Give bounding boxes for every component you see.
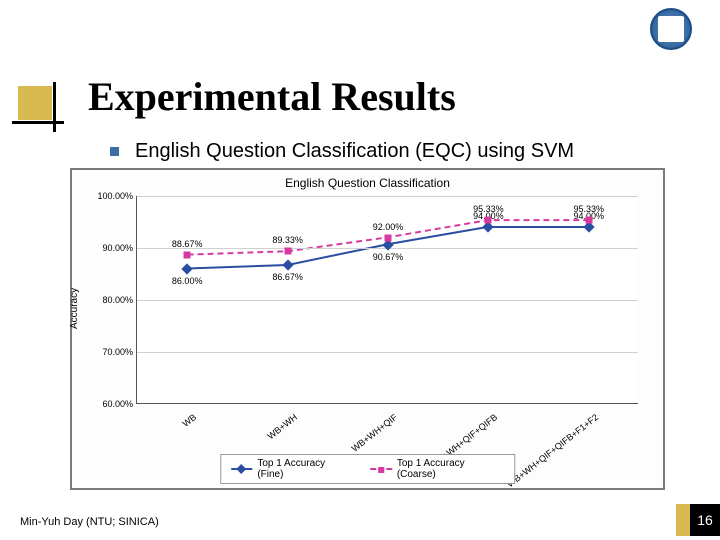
- xtick: WB: [98, 412, 199, 494]
- chart-legend: Top 1 Accuracy (Fine) Top 1 Accuracy (Co…: [220, 454, 516, 484]
- legend-item-fine: Top 1 Accuracy (Fine): [231, 458, 352, 480]
- ytick: 80.00%: [87, 295, 133, 305]
- data-label: 88.67%: [172, 239, 203, 249]
- title-accent: [18, 86, 66, 130]
- chart-area: English Question Classification Accuracy…: [70, 168, 665, 490]
- ytick: 100.00%: [87, 191, 133, 201]
- chart-ylabel: Accuracy: [69, 288, 80, 329]
- legend-swatch-fine: [231, 468, 253, 470]
- marker: [485, 217, 492, 224]
- subtitle-row: English Question Classification (EQC) us…: [110, 140, 574, 163]
- marker: [184, 251, 191, 258]
- page-number: 16: [690, 504, 720, 536]
- data-label: 95.33%: [574, 204, 605, 214]
- bullet-icon: [110, 147, 119, 156]
- ytick: 70.00%: [87, 347, 133, 357]
- slide-title: Experimental Results: [88, 73, 456, 120]
- legend-item-coarse: Top 1 Accuracy (Coarse): [370, 458, 504, 480]
- chart-plot: 60.00%70.00%80.00%90.00%100.00%WBWB+WHWB…: [136, 196, 638, 404]
- logo-inner: [658, 16, 684, 42]
- data-label: 92.00%: [373, 222, 404, 232]
- legend-swatch-coarse: [370, 468, 392, 470]
- institution-logo: [650, 8, 692, 50]
- legend-label-coarse: Top 1 Accuracy (Coarse): [397, 458, 504, 480]
- footer-author: Min-Yuh Day (NTU; SINICA): [20, 516, 159, 528]
- ytick: 60.00%: [87, 399, 133, 409]
- marker: [585, 217, 592, 224]
- subtitle: English Question Classification (EQC) us…: [135, 140, 574, 163]
- legend-label-fine: Top 1 Accuracy (Fine): [257, 458, 352, 480]
- chart-title: English Question Classification: [72, 176, 663, 190]
- data-label: 95.33%: [473, 204, 504, 214]
- data-label: 86.67%: [272, 272, 303, 282]
- data-label: 89.33%: [272, 235, 303, 245]
- marker: [284, 248, 291, 255]
- data-label: 90.67%: [373, 252, 404, 262]
- marker: [385, 234, 392, 241]
- ytick: 90.00%: [87, 243, 133, 253]
- footer-page-strip: 16: [676, 504, 720, 536]
- data-label: 86.00%: [172, 276, 203, 286]
